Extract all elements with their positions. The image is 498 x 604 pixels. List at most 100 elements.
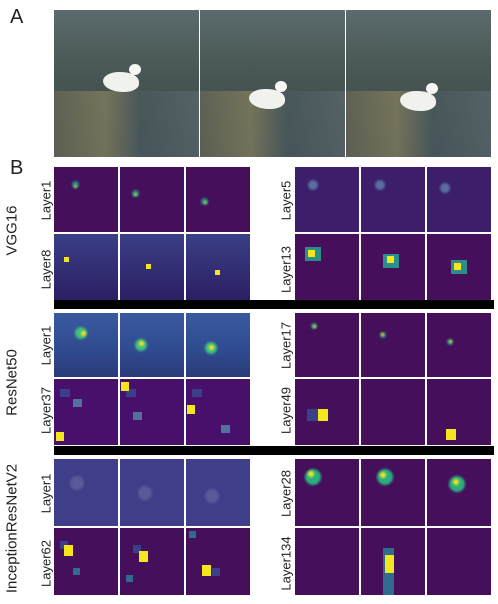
activation-blob [214,270,220,276]
feature-map-row3-L-2 [120,313,184,377]
layer-label-incep-r28: Layer28 [278,470,294,517]
activation-blob [137,485,152,500]
activation-cell [132,412,142,420]
activation-cell [202,564,211,576]
model-label-inceptionresnetv2: InceptionResNetV2 [3,463,21,594]
feature-map-row3-L-1 [54,313,118,377]
feature-map-row3-R-3 [427,313,491,377]
feature-map-row1-L-1 [54,167,118,232]
layer-label-resnet-l1: Layer1 [38,325,54,366]
activation-cell [121,382,130,392]
activation-blob [381,333,385,337]
layer-label-resnet-l37: Layer37 [38,387,54,434]
activation-cell [386,256,394,264]
feature-map-row2-L-1 [54,234,118,300]
activation-cell [63,544,73,556]
feature-map-row5-R-2 [361,459,425,526]
panel-b-letter: B [10,157,24,179]
activation-blob [145,263,151,269]
activation-blob [452,479,459,486]
activation-blob [139,341,145,347]
activation-cell [384,554,394,573]
panel-a-frame-1 [54,10,199,157]
activation-blob [134,193,138,196]
activation-cell [306,408,318,421]
feature-map-row3-R-1 [295,313,359,377]
activation-cell [187,405,196,415]
dog-figure [249,89,286,110]
activation-cell [211,568,220,577]
activation-cell [192,388,203,397]
activation-cell [55,431,64,441]
feature-map-row3-R-2 [361,313,425,377]
feature-map-row1-L-3 [186,167,250,232]
layer-label-resnet-r17: Layer17 [278,322,294,369]
feature-map-row5-L-3 [186,459,250,526]
feature-map-row5-R-3 [427,459,491,526]
layer-label-incep-r134: Layer134 [278,536,294,591]
feature-map-row5-L-2 [120,459,184,526]
layer-label-vgg-l8: Layer8 [38,249,54,290]
separator-1 [54,300,494,309]
feature-map-row1-R-2 [361,167,425,232]
activation-blob [380,472,387,479]
dog-figure [103,71,140,92]
activation-blob [449,339,453,343]
activation-cell [446,428,457,440]
feature-map-row4-L-3 [186,379,250,445]
activation-cell [189,531,197,539]
layer-label-incep-l1: Layer1 [38,473,54,514]
activation-cell [60,388,71,397]
activation-blob [439,183,450,194]
feature-map-row4-R-2 [361,379,425,445]
activation-blob [307,180,318,190]
activation-blob [74,185,78,189]
activation-blob [70,475,84,490]
activation-cell [317,408,329,421]
feature-map-row5-R-1 [295,459,359,526]
feature-map-row6-R-1 [295,528,359,595]
feature-map-row6-L-1 [54,528,118,595]
feature-map-row6-L-3 [186,528,250,595]
model-label-vgg16: VGG16 [3,205,21,256]
activation-cell [132,544,141,553]
feature-map-row2-R-1 [295,234,359,300]
feature-map-row2-L-3 [186,234,250,300]
activation-blob [80,330,86,336]
activation-cell [139,551,149,563]
feature-map-row4-L-1 [54,379,118,445]
feature-map-row6-L-2 [120,528,184,595]
activation-blob [312,324,316,328]
dog-head [425,82,438,94]
panel-a-letter: A [10,6,24,28]
dog-figure [399,90,436,111]
activation-cell [73,568,81,576]
dog-head [275,81,288,93]
water-reflection [54,90,199,157]
feature-map-row4-L-2 [120,379,184,445]
layer-label-vgg-r5: Layer5 [278,180,294,221]
activation-cell [221,425,231,434]
activation-cell [126,388,137,397]
activation-blob [209,345,215,350]
panel-a-frame-3 [346,10,491,157]
activation-blob [71,181,79,189]
activation-cell [453,263,461,271]
activation-blob [203,200,207,204]
model-label-resnet50: ResNet50 [3,349,21,416]
feature-map-row2-R-2 [361,234,425,300]
activation-cell [307,249,315,257]
panel-a-frame-2 [200,10,345,157]
activation-blob [63,257,69,263]
feature-map-row4-R-1 [295,379,359,445]
dog-head [129,63,142,75]
feature-map-row5-L-1 [54,459,118,526]
layer-label-vgg-l1: Layer1 [38,180,54,221]
feature-map-row4-R-3 [427,379,491,445]
feature-map-row1-R-3 [427,167,491,232]
activation-cell [126,574,134,582]
feature-map-row6-R-2 [361,528,425,595]
separator-2 [54,446,494,455]
feature-map-row1-L-2 [120,167,184,232]
layer-label-incep-l62: Layer62 [38,540,54,587]
